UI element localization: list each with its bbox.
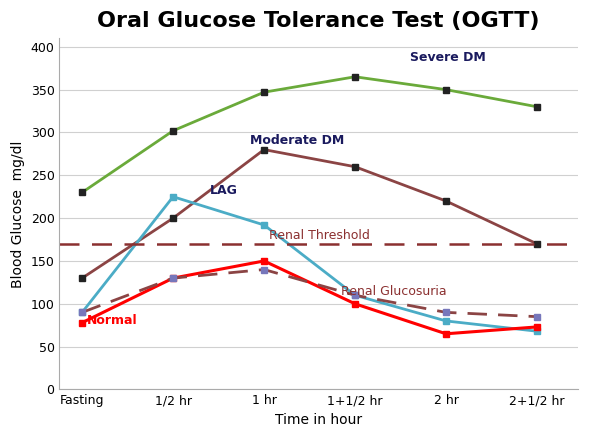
X-axis label: Time in hour: Time in hour: [275, 413, 362, 427]
Text: Renal Threshold: Renal Threshold: [269, 229, 369, 242]
Text: Moderate DM: Moderate DM: [250, 134, 345, 147]
Text: Normal: Normal: [87, 314, 137, 327]
Text: Renal Glucosuria: Renal Glucosuria: [342, 285, 447, 298]
Title: Oral Glucose Tolerance Test (OGTT): Oral Glucose Tolerance Test (OGTT): [97, 11, 540, 31]
Y-axis label: Blood Glucose  mg/dl: Blood Glucose mg/dl: [11, 140, 25, 287]
Text: Severe DM: Severe DM: [409, 51, 485, 64]
Text: LAG: LAG: [210, 184, 237, 197]
